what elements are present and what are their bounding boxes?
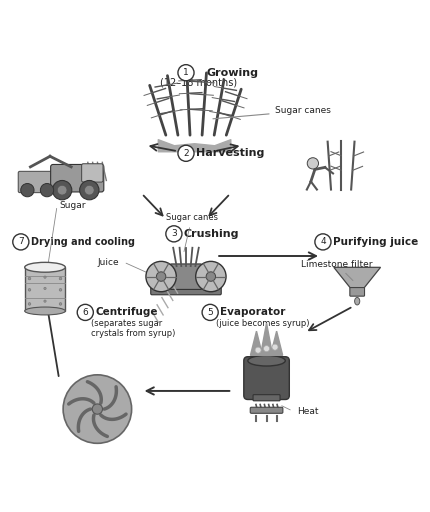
Text: Heat: Heat: [296, 407, 317, 416]
Polygon shape: [333, 267, 380, 288]
Circle shape: [52, 180, 72, 200]
Polygon shape: [260, 323, 272, 355]
Circle shape: [59, 278, 61, 280]
Circle shape: [255, 347, 261, 353]
FancyBboxPatch shape: [150, 287, 221, 295]
Text: 5: 5: [207, 308, 212, 317]
Circle shape: [63, 375, 131, 443]
Text: 3: 3: [171, 229, 176, 239]
Circle shape: [28, 289, 31, 291]
Ellipse shape: [25, 307, 65, 315]
Circle shape: [195, 261, 225, 292]
FancyBboxPatch shape: [18, 172, 55, 193]
FancyBboxPatch shape: [243, 357, 289, 399]
Text: Sugar canes: Sugar canes: [212, 106, 330, 119]
Circle shape: [178, 145, 194, 161]
Text: Harvesting: Harvesting: [196, 148, 264, 158]
Circle shape: [271, 344, 277, 350]
Polygon shape: [250, 331, 262, 355]
Circle shape: [80, 180, 99, 200]
Text: Limestone filter: Limestone filter: [300, 260, 372, 281]
Text: Drying and cooling: Drying and cooling: [31, 237, 135, 247]
Ellipse shape: [354, 297, 359, 305]
Text: 6: 6: [82, 308, 88, 317]
Text: Evaporator: Evaporator: [220, 307, 285, 317]
Text: Crushing: Crushing: [184, 229, 239, 239]
Text: Sugar canes: Sugar canes: [166, 213, 217, 251]
Circle shape: [40, 183, 54, 197]
Text: 4: 4: [319, 238, 325, 246]
Circle shape: [307, 158, 318, 169]
Text: Purifying juice: Purifying juice: [332, 237, 417, 247]
Circle shape: [206, 272, 215, 281]
Text: 2: 2: [183, 149, 188, 158]
Text: (12–18 months): (12–18 months): [159, 78, 236, 88]
Circle shape: [13, 234, 29, 250]
Circle shape: [156, 272, 166, 281]
Circle shape: [28, 303, 31, 305]
Text: Centrifuge: Centrifuge: [95, 307, 157, 317]
Text: (separates sugar: (separates sugar: [91, 319, 162, 328]
FancyBboxPatch shape: [169, 264, 202, 289]
Text: Sugar: Sugar: [59, 201, 86, 210]
FancyBboxPatch shape: [51, 164, 104, 192]
Circle shape: [57, 185, 67, 195]
Circle shape: [263, 346, 269, 352]
Text: 7: 7: [18, 238, 24, 246]
Text: Juice: Juice: [98, 258, 119, 267]
Circle shape: [44, 300, 46, 302]
Circle shape: [166, 226, 181, 242]
Circle shape: [59, 303, 61, 305]
Ellipse shape: [25, 262, 65, 272]
Text: crystals from syrup): crystals from syrup): [91, 329, 175, 338]
Ellipse shape: [247, 355, 285, 366]
Circle shape: [202, 304, 218, 321]
Circle shape: [84, 185, 94, 195]
Circle shape: [59, 289, 61, 291]
Circle shape: [21, 183, 34, 197]
FancyBboxPatch shape: [349, 288, 364, 296]
Circle shape: [77, 304, 93, 321]
Polygon shape: [25, 267, 65, 311]
Text: 1: 1: [183, 68, 188, 77]
Polygon shape: [270, 331, 282, 355]
FancyBboxPatch shape: [252, 395, 280, 401]
Circle shape: [314, 234, 330, 250]
Text: Growing: Growing: [206, 68, 258, 78]
Circle shape: [92, 404, 102, 414]
FancyBboxPatch shape: [250, 407, 282, 413]
Circle shape: [28, 278, 31, 280]
FancyBboxPatch shape: [81, 164, 103, 182]
Circle shape: [44, 287, 46, 290]
Circle shape: [178, 65, 194, 81]
Text: (juice becomes syrup): (juice becomes syrup): [216, 319, 309, 328]
Circle shape: [146, 261, 176, 292]
Circle shape: [44, 276, 46, 279]
